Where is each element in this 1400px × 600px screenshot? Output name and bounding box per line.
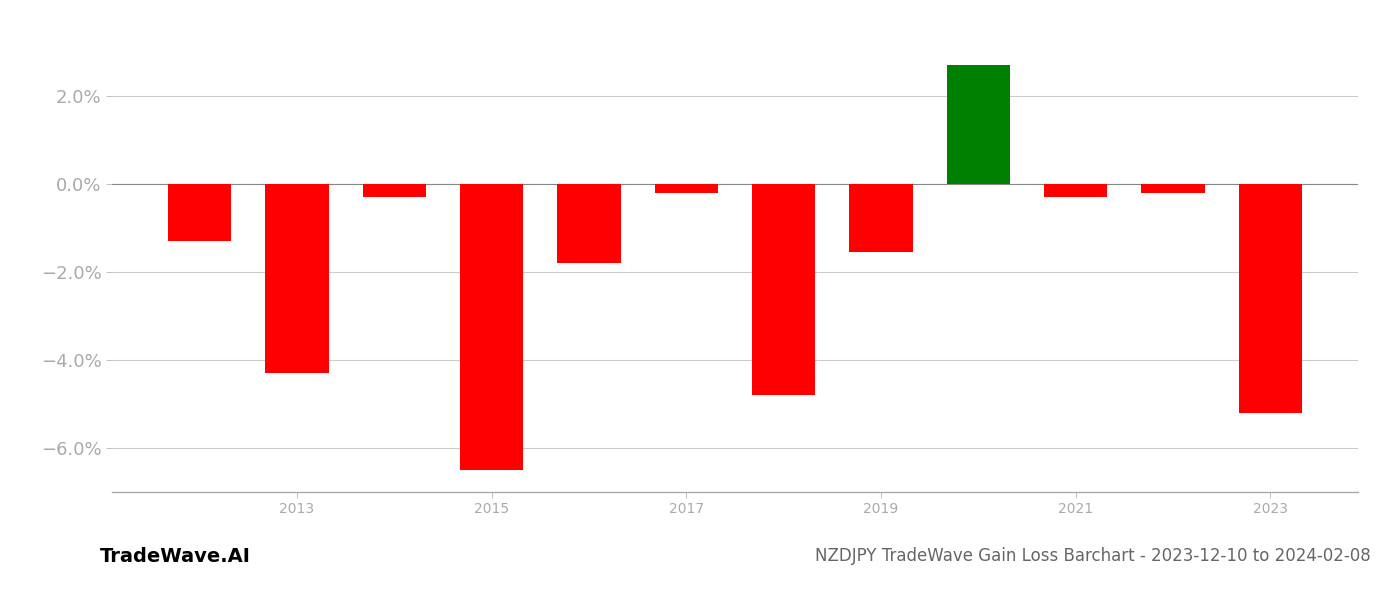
Bar xyxy=(266,184,329,373)
Bar xyxy=(557,184,620,263)
Bar xyxy=(1239,184,1302,413)
Bar xyxy=(752,184,815,395)
Text: NZDJPY TradeWave Gain Loss Barchart - 2023-12-10 to 2024-02-08: NZDJPY TradeWave Gain Loss Barchart - 20… xyxy=(815,547,1371,565)
Bar xyxy=(1141,184,1204,193)
Bar xyxy=(1044,184,1107,197)
Bar xyxy=(461,184,524,470)
Bar xyxy=(363,184,426,197)
Bar xyxy=(850,184,913,252)
Bar xyxy=(655,184,718,193)
Text: TradeWave.AI: TradeWave.AI xyxy=(99,547,251,566)
Bar xyxy=(168,184,231,241)
Bar xyxy=(946,65,1009,184)
